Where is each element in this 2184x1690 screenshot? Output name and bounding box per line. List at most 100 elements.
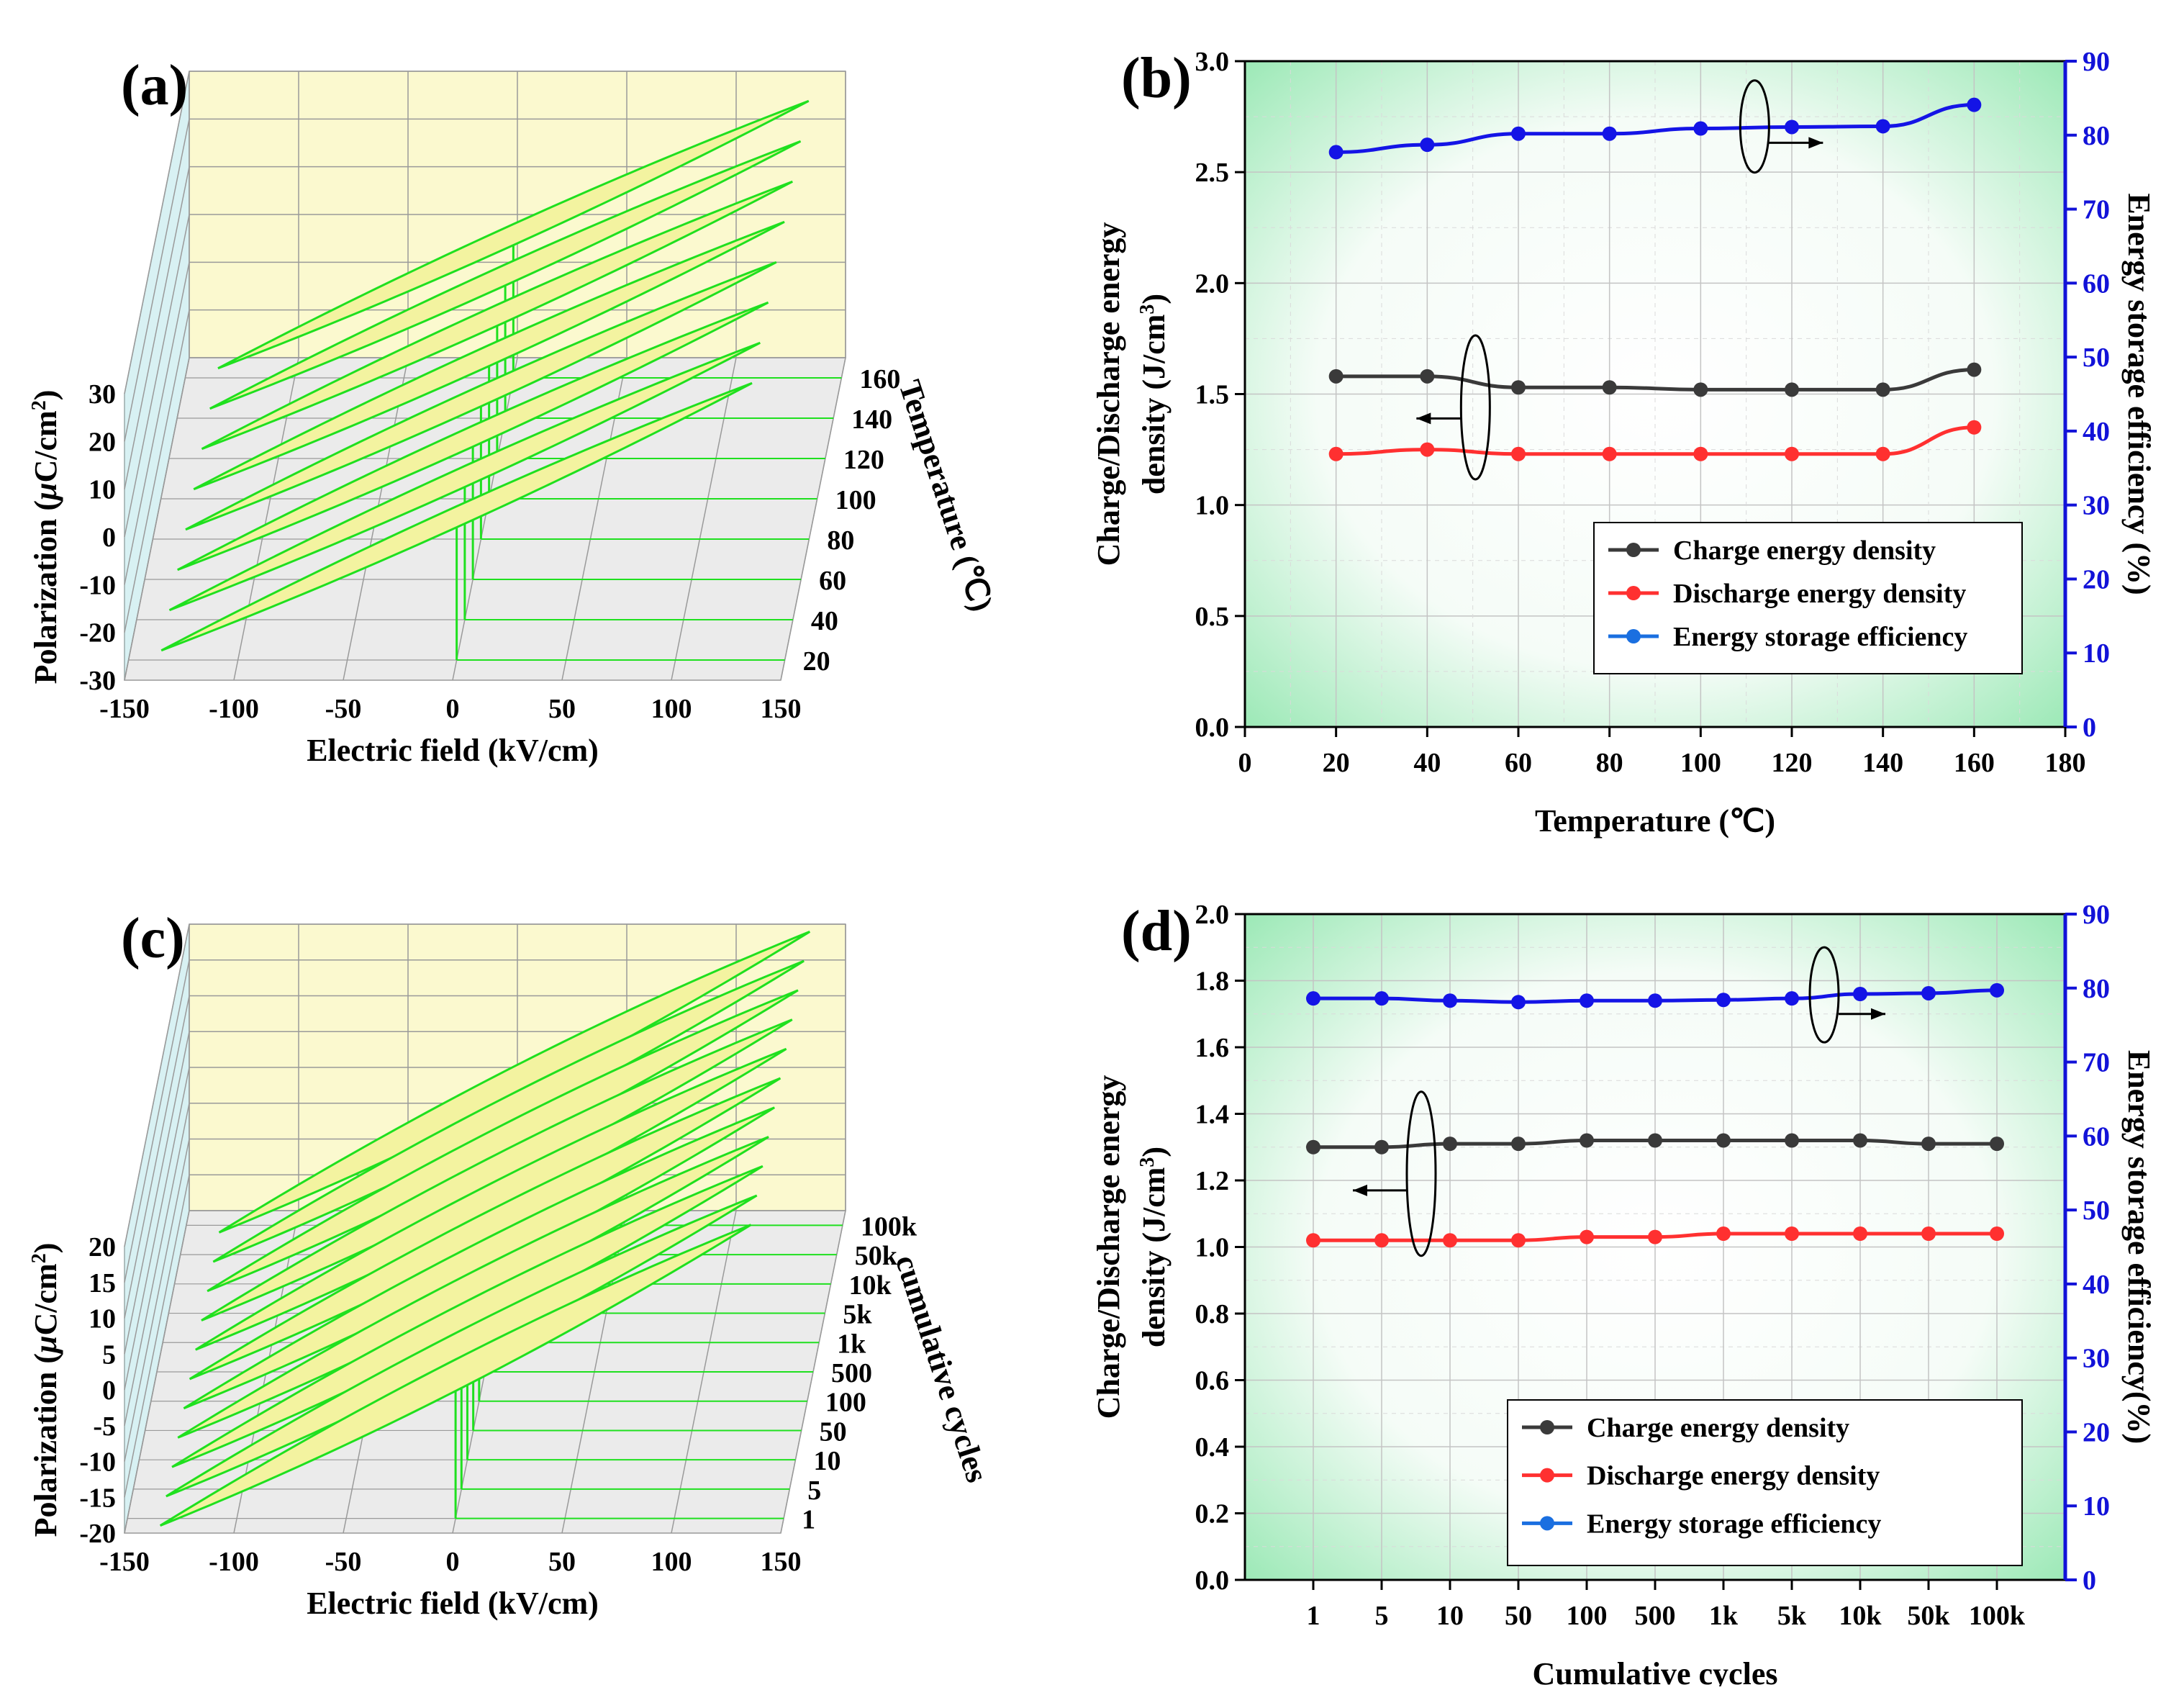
x-tick-label: -50 xyxy=(325,1547,362,1577)
discharge-point xyxy=(1374,1233,1389,1248)
y-title-sup: 2 xyxy=(28,1253,50,1263)
hysteresis-loop xyxy=(160,381,753,652)
y-tick-label: -10 xyxy=(79,1447,116,1478)
z-tick-label: 10 xyxy=(813,1446,840,1476)
z-tick-label: 100k xyxy=(861,1211,917,1242)
discharge-point xyxy=(1420,442,1435,457)
y-tick-label: 3.0 xyxy=(1195,47,1230,77)
sidewall-line xyxy=(124,166,190,489)
efficiency-point xyxy=(1602,126,1617,141)
x-tick-label: 50 xyxy=(548,1547,576,1577)
x-tick-label: -150 xyxy=(99,694,150,724)
charge-point xyxy=(1921,1137,1936,1152)
y-tick-label: 0.8 xyxy=(1195,1299,1230,1329)
hysteresis-loop xyxy=(217,99,810,370)
sidewall-line xyxy=(124,309,190,633)
x-tick-label: 0 xyxy=(446,694,460,724)
y2-tick-label: 80 xyxy=(2083,121,2110,151)
y-title-mu: μ xyxy=(28,482,63,501)
panel-label: (b) xyxy=(1121,47,1192,110)
charge-point xyxy=(1990,1137,2004,1152)
y-tick-label: -30 xyxy=(79,666,116,696)
efficiency-point xyxy=(1443,993,1457,1008)
z-tick-label: 5k xyxy=(843,1300,872,1330)
y-title-unit: C/cm xyxy=(28,1263,63,1335)
x-tick-label: 0 xyxy=(446,1547,460,1577)
floor-gridline xyxy=(780,357,846,681)
charge-point xyxy=(1328,369,1344,384)
discharge-point xyxy=(1875,446,1890,461)
efficiency-point xyxy=(1374,991,1389,1006)
annotation-ellipse xyxy=(1405,1090,1437,1257)
y-tick-label: 2.0 xyxy=(1195,900,1230,930)
y-tick-label: 20 xyxy=(89,427,116,457)
panel-a: -150 -100 -50 0 50 100 150-30-20-1001020302040… xyxy=(28,54,1000,768)
x-axis-title: Cumulative cycles xyxy=(1533,1656,1778,1686)
x-tick-label: 150 xyxy=(761,694,802,724)
y2-tick-label: 0 xyxy=(2083,713,2096,743)
y-title-close: ) xyxy=(28,1243,63,1254)
y-title-mu: μ xyxy=(28,1335,63,1354)
x-tick-label: 150 xyxy=(761,1547,802,1577)
y-title2-close: ) xyxy=(1136,294,1172,304)
floor-gridline xyxy=(671,357,737,681)
sidewall-line xyxy=(124,262,190,585)
y-tick-label: 1.0 xyxy=(1195,491,1230,521)
x-tick-label: 50 xyxy=(548,694,576,724)
efficiency-point xyxy=(1785,991,1799,1006)
y2-axis-title: Energy storage efficiency (%) xyxy=(2121,193,2157,595)
charge-point xyxy=(1511,1137,1526,1152)
y-tick-label: 2.0 xyxy=(1195,268,1230,299)
sidewall-line xyxy=(124,923,190,1247)
x-tick-label: 180 xyxy=(2045,748,2086,778)
x-tick-label: 5 xyxy=(1375,1601,1389,1631)
efficiency-point xyxy=(1420,137,1435,153)
annotation-arrowhead xyxy=(1871,1008,1885,1020)
y2-tick-label: 10 xyxy=(2083,638,2110,669)
y2-tick-label: 70 xyxy=(2083,1048,2110,1078)
x-tick-label: 500 xyxy=(1635,1601,1676,1631)
panel-b: 0.00.51.01.52.02.53.00102030405060708090… xyxy=(1091,47,2157,839)
efficiency-point xyxy=(1511,126,1526,141)
annotation-arrowhead xyxy=(1353,1184,1367,1196)
loop-5 xyxy=(201,180,825,459)
y-axis-title-line1: Charge/Discharge energy xyxy=(1091,1075,1126,1419)
z-axis-title: cumulative cycles xyxy=(889,1251,995,1487)
y-axis-title: Polarization (μC/cm2) xyxy=(28,1243,64,1537)
y2-tick-label: 80 xyxy=(2083,974,2110,1004)
z-tick-label: 10k xyxy=(849,1270,892,1301)
annotation-arrowhead xyxy=(1416,412,1431,425)
x-tick-label: 10k xyxy=(1839,1601,1882,1631)
y-tick-label: 0 xyxy=(102,1375,116,1406)
efficiency-point xyxy=(1328,145,1344,160)
legend-marker xyxy=(1626,543,1641,557)
discharge-point xyxy=(1443,1233,1457,1248)
y2-tick-label: 90 xyxy=(2083,900,2110,930)
panel-label: (d) xyxy=(1121,900,1192,963)
charge-point xyxy=(1420,369,1435,384)
x-tick-label: 160 xyxy=(1954,748,1995,778)
efficiency-point xyxy=(1921,985,1936,1000)
efficiency-point xyxy=(1580,993,1594,1008)
y-title2-main: density (J/cm xyxy=(1136,315,1172,495)
y-axis-title: Polarization (μC/cm2) xyxy=(28,390,64,684)
z-tick-label: 80 xyxy=(827,525,854,556)
y2-tick-label: 60 xyxy=(2083,268,2110,299)
charge-point xyxy=(1306,1139,1320,1154)
z-tick-label: 1k xyxy=(837,1329,866,1359)
z-tick-label: 100 xyxy=(835,485,876,515)
y2-tick-label: 50 xyxy=(2083,343,2110,373)
z-tick-label: 500 xyxy=(831,1358,872,1388)
x-tick-label: -100 xyxy=(209,1547,259,1577)
discharge-point xyxy=(1328,446,1344,461)
charge-point xyxy=(1602,380,1617,395)
y-tick-label: 0.5 xyxy=(1195,602,1230,632)
legend-label: Discharge energy density xyxy=(1673,579,1966,609)
discharge-point xyxy=(1580,1229,1594,1244)
efficiency-point xyxy=(1716,993,1731,1008)
z-tick-label: 100 xyxy=(825,1388,866,1418)
x-tick-label: 120 xyxy=(1772,748,1813,778)
legend-label: Charge energy density xyxy=(1587,1413,1849,1443)
hysteresis-loop xyxy=(209,140,802,410)
y-tick-label: 1.8 xyxy=(1195,967,1230,997)
